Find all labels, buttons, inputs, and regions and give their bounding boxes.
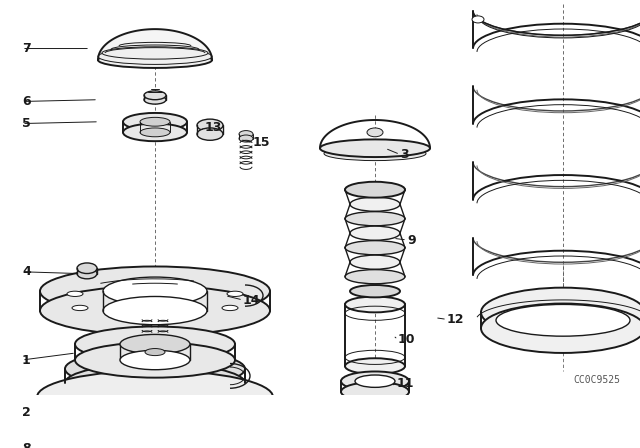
Ellipse shape — [96, 438, 214, 448]
Ellipse shape — [222, 305, 238, 310]
Ellipse shape — [102, 47, 208, 59]
Ellipse shape — [98, 48, 212, 65]
Ellipse shape — [40, 286, 270, 335]
Text: 2: 2 — [22, 406, 31, 419]
Ellipse shape — [345, 211, 405, 226]
Text: 7: 7 — [22, 42, 31, 55]
Text: 8: 8 — [22, 442, 31, 448]
Ellipse shape — [72, 305, 88, 310]
Ellipse shape — [144, 91, 166, 100]
Ellipse shape — [103, 277, 207, 305]
Text: 15: 15 — [253, 137, 271, 150]
Ellipse shape — [324, 146, 426, 160]
Ellipse shape — [367, 128, 383, 137]
Ellipse shape — [77, 268, 97, 279]
Ellipse shape — [123, 124, 187, 141]
Ellipse shape — [103, 297, 207, 325]
Text: 3: 3 — [400, 148, 408, 161]
Text: 13: 13 — [205, 121, 222, 134]
Text: 6: 6 — [22, 95, 31, 108]
Text: 10: 10 — [398, 333, 415, 346]
Ellipse shape — [345, 241, 405, 255]
Ellipse shape — [120, 350, 190, 370]
Ellipse shape — [123, 113, 187, 130]
Ellipse shape — [345, 358, 405, 374]
Ellipse shape — [345, 297, 405, 312]
Ellipse shape — [140, 117, 170, 126]
Ellipse shape — [67, 291, 83, 297]
Ellipse shape — [227, 291, 243, 297]
Ellipse shape — [140, 128, 170, 137]
Ellipse shape — [350, 255, 400, 269]
Ellipse shape — [345, 270, 405, 284]
Ellipse shape — [75, 327, 235, 362]
Ellipse shape — [120, 334, 190, 354]
Ellipse shape — [37, 415, 273, 448]
Text: 9: 9 — [407, 233, 415, 246]
Ellipse shape — [102, 396, 118, 401]
Ellipse shape — [481, 304, 640, 353]
Ellipse shape — [75, 342, 235, 378]
Ellipse shape — [350, 226, 400, 240]
Ellipse shape — [239, 130, 253, 138]
Ellipse shape — [145, 349, 165, 356]
Ellipse shape — [355, 375, 395, 388]
Ellipse shape — [65, 363, 245, 402]
Text: 5: 5 — [22, 117, 31, 130]
Ellipse shape — [341, 382, 409, 401]
Text: CC0C9525: CC0C9525 — [573, 375, 620, 385]
Ellipse shape — [350, 285, 400, 297]
Ellipse shape — [37, 370, 273, 423]
Text: 4: 4 — [22, 265, 31, 278]
Ellipse shape — [350, 197, 400, 211]
Ellipse shape — [481, 288, 640, 337]
Ellipse shape — [320, 139, 430, 157]
Ellipse shape — [197, 128, 223, 140]
Ellipse shape — [40, 267, 270, 316]
Ellipse shape — [239, 135, 253, 142]
Ellipse shape — [345, 182, 405, 198]
Text: 11: 11 — [397, 377, 415, 390]
Ellipse shape — [144, 95, 166, 104]
Ellipse shape — [472, 16, 484, 23]
Ellipse shape — [65, 349, 245, 388]
Ellipse shape — [37, 434, 273, 448]
Ellipse shape — [102, 401, 118, 406]
Ellipse shape — [345, 183, 405, 197]
Text: 12: 12 — [447, 313, 465, 326]
Ellipse shape — [77, 263, 97, 274]
Ellipse shape — [197, 119, 223, 131]
Text: 14: 14 — [243, 293, 260, 306]
Ellipse shape — [496, 305, 630, 336]
Ellipse shape — [98, 52, 212, 68]
Ellipse shape — [341, 371, 409, 391]
Text: 1: 1 — [22, 353, 31, 366]
